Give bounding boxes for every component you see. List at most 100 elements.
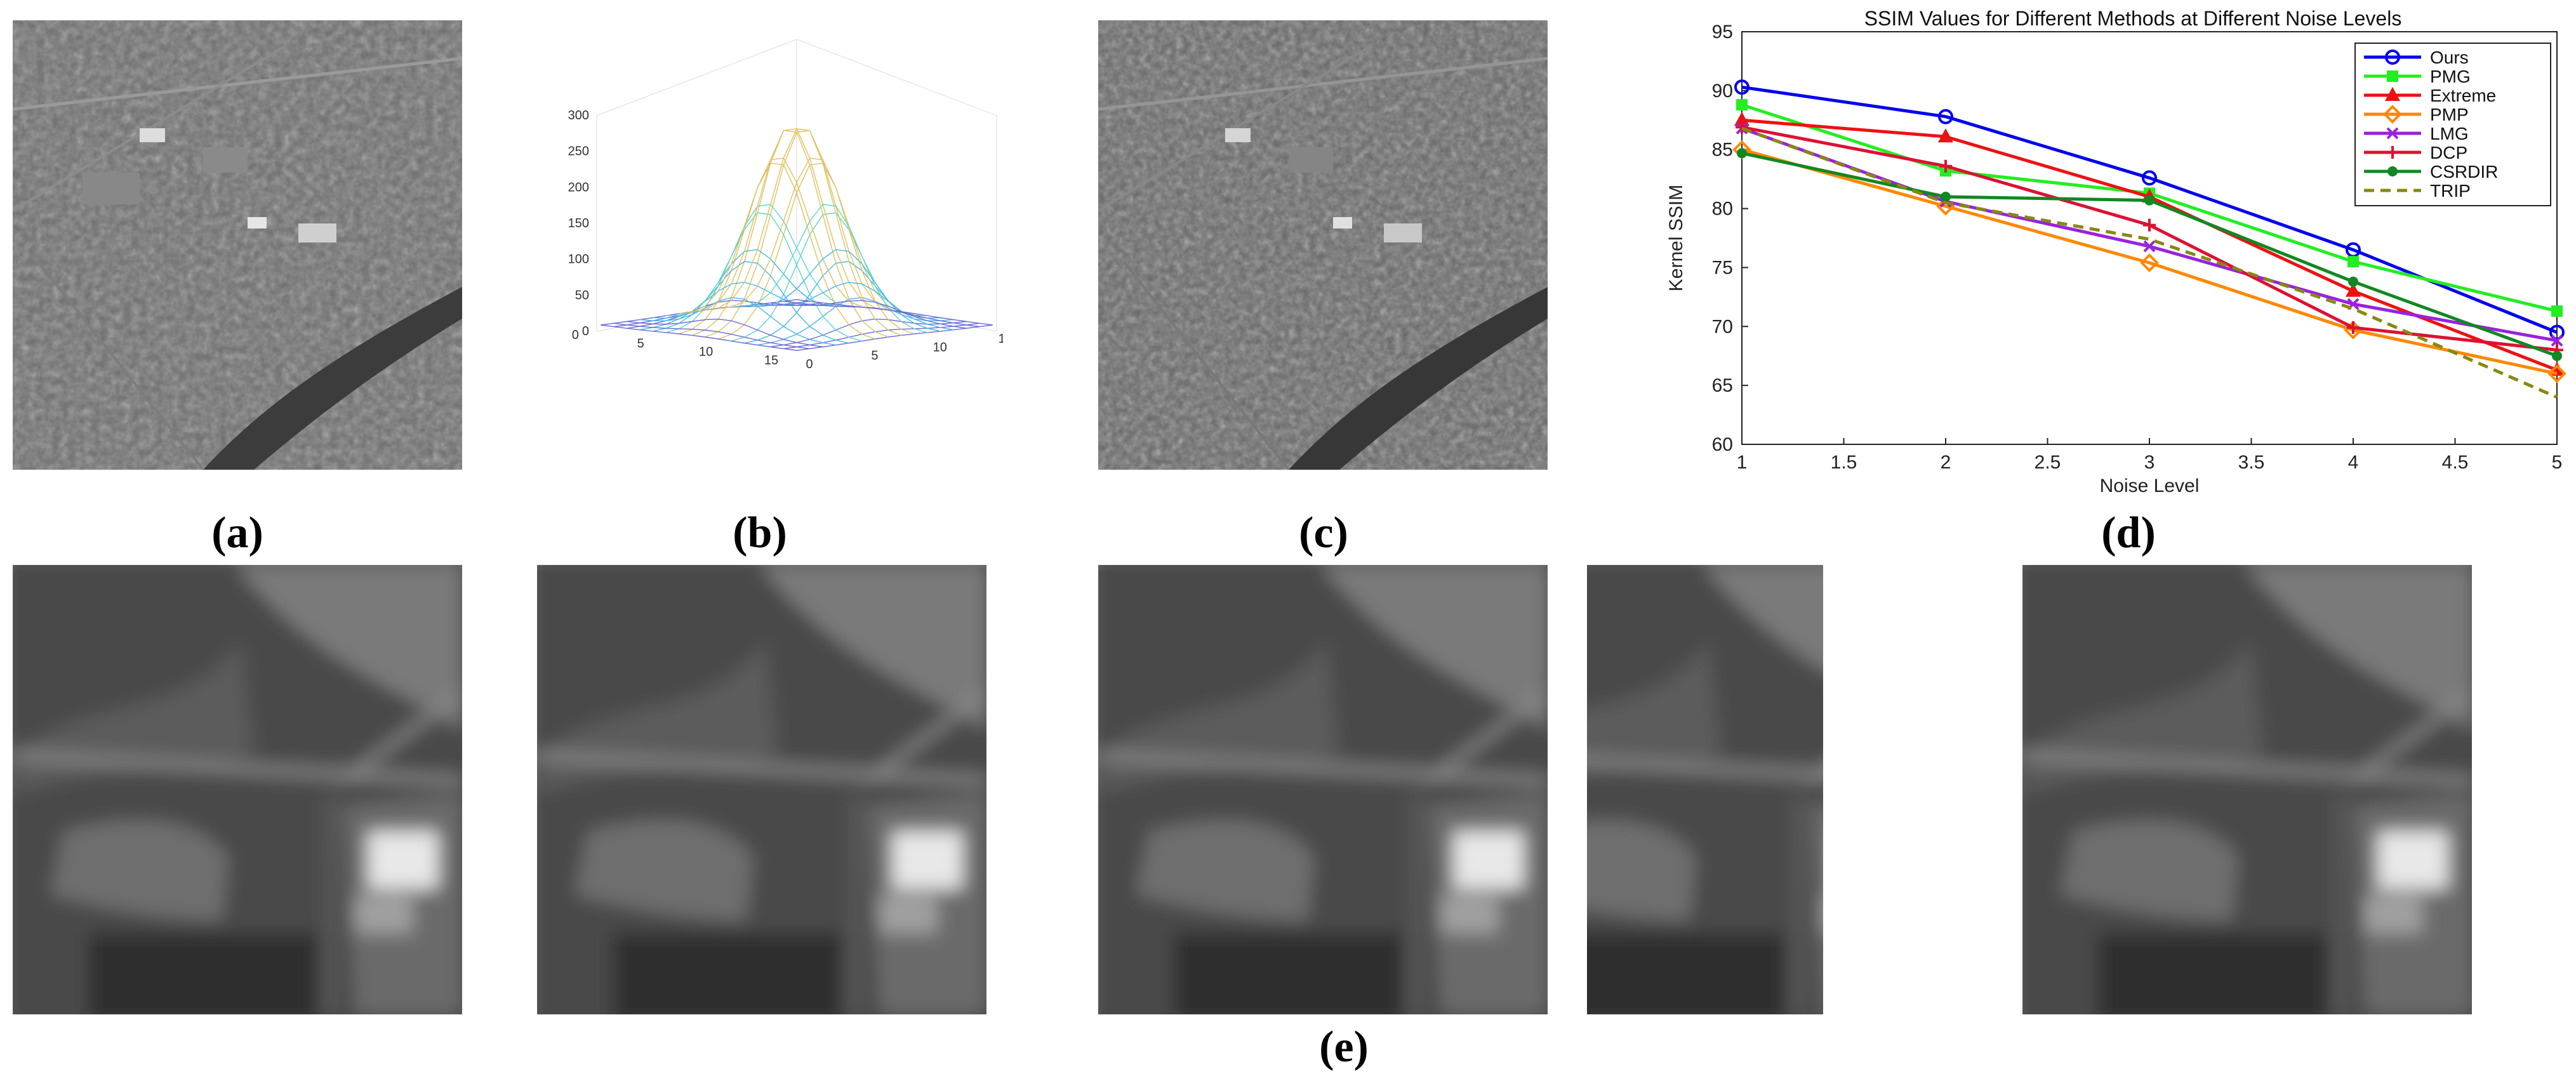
- mesh-line: [666, 204, 862, 333]
- left-axis-ticks: 0 5 10 15: [572, 328, 778, 368]
- data-point: [1938, 128, 1953, 143]
- legend-entry: LMG: [2364, 124, 2469, 143]
- mesh-line: [679, 163, 875, 340]
- restored-patch-5: [2022, 565, 2472, 1014]
- legend-entry: DCP: [2364, 143, 2467, 163]
- y-tick-label: 75: [1712, 257, 1733, 278]
- caption-b: (b): [733, 508, 787, 557]
- surface-mesh: [601, 128, 993, 351]
- patch-art: [1587, 565, 1823, 1014]
- data-point: [2142, 170, 2157, 186]
- data-point: [2547, 364, 2566, 383]
- restored-patch-3: [1098, 565, 1548, 1014]
- patch-art: [1098, 565, 1548, 1014]
- mesh-line: [601, 324, 797, 351]
- data-point: [2140, 253, 2159, 272]
- left-tick-label: 0: [572, 328, 579, 342]
- z-tick-label: 250: [568, 145, 589, 159]
- x-axis-label: Noise Level: [2100, 475, 2200, 496]
- kernel-surface-svg: 0 50 100 150 200 250 300 0 5 10 15 0 5 10 15: [568, 39, 1003, 371]
- series-line-trip: [1741, 126, 2558, 399]
- ssim-chart-svg: SSIM Values for Different Methods at Dif…: [1666, 7, 2566, 496]
- patch-art: [13, 565, 462, 1014]
- legend-entry: PMG: [2364, 67, 2471, 86]
- patch-art: [537, 565, 986, 1014]
- mesh-line: [653, 261, 849, 344]
- right-tick-label: 15: [999, 332, 1003, 346]
- series-dcp: [1736, 121, 2563, 357]
- legend-label: TRIP: [2430, 181, 2471, 201]
- restored-patch-2: [537, 565, 986, 1014]
- satellite-image-a: [13, 20, 462, 470]
- data-point: [2549, 324, 2565, 340]
- legend-marker: [2383, 105, 2402, 124]
- caption-e: (e): [1319, 1023, 1369, 1071]
- mesh-line: [731, 204, 927, 333]
- y-tick-label: 70: [1712, 316, 1733, 337]
- legend-marker: [2385, 87, 2400, 101]
- mesh-line: [796, 324, 993, 351]
- legend-marker: [2386, 127, 2399, 140]
- legend-label: DCP: [2430, 143, 2467, 163]
- z-tick-label: 0: [582, 324, 589, 338]
- ssim-line-chart: SSIM Values for Different Methods at Dif…: [1663, 0, 2571, 508]
- mesh-line: [718, 157, 915, 335]
- z-tick-label: 100: [568, 253, 589, 267]
- data-point: [2144, 195, 2154, 206]
- legend-label: LMG: [2430, 124, 2469, 143]
- legend-label: PMG: [2430, 67, 2471, 86]
- x-tick-label: 2: [1941, 452, 1951, 473]
- y-tick-label: 90: [1712, 81, 1733, 102]
- caption-c: (c): [1299, 508, 1348, 557]
- series-trip: [1741, 126, 2558, 399]
- mesh-line: [692, 129, 889, 338]
- right-tick-label: 0: [806, 357, 813, 371]
- chart-title: SSIM Values for Different Methods at Dif…: [1864, 7, 2402, 30]
- data-point: [2551, 305, 2563, 317]
- z-tick-label: 150: [568, 216, 589, 230]
- x-tick-label: 4: [2348, 452, 2359, 473]
- data-point: [1734, 79, 1749, 95]
- left-tick-label: 15: [764, 354, 778, 368]
- data-point: [2348, 276, 2358, 287]
- mesh-line: [613, 322, 810, 349]
- satellite-image-c-art: [1098, 20, 1548, 470]
- data-point: [1736, 99, 1748, 111]
- mesh-line: [705, 128, 901, 336]
- legend-label: Extreme: [2430, 86, 2496, 105]
- mesh-line: [731, 212, 927, 342]
- mesh-line: [770, 318, 967, 348]
- x-tick-label: 3.5: [2238, 452, 2265, 473]
- data-point: [2347, 321, 2360, 335]
- data-point: [2552, 350, 2562, 361]
- x-tick-label: 3: [2144, 452, 2155, 473]
- mesh-line: [666, 212, 863, 342]
- data-point: [1941, 192, 1951, 202]
- x-tick-label: 4.5: [2442, 452, 2469, 473]
- mesh-line: [692, 128, 889, 336]
- mesh-line: [796, 299, 993, 326]
- series-csrdir: [1737, 148, 2562, 361]
- data-point: [2143, 240, 2156, 253]
- mesh-line: [783, 322, 980, 349]
- data-point: [2347, 256, 2359, 268]
- chart-series-lines: [1732, 79, 2566, 399]
- legend-entry: PMP: [2364, 105, 2469, 124]
- left-tick-label: 5: [637, 336, 644, 350]
- y-axis-ticks: 60 65 70 75 80 85 90 95: [1712, 22, 1733, 455]
- x-axis-ticks: 1 1.5 2 2.5 3 3.5 4 4.5 5: [1737, 452, 2563, 473]
- restored-patch-4: [1587, 565, 1823, 1014]
- surface-box-grid: [596, 39, 997, 332]
- y-axis-label: Kernel SSIM: [1666, 185, 1687, 291]
- mesh-line: [705, 129, 901, 338]
- z-axis-ticks: 0 50 100 150 200 250 300: [568, 109, 589, 338]
- caption-d: (d): [2101, 508, 2156, 557]
- mesh-line: [718, 163, 915, 340]
- mesh-line: [639, 296, 836, 346]
- z-tick-label: 200: [568, 180, 589, 194]
- legend-label: PMP: [2430, 105, 2469, 124]
- data-point: [1938, 109, 1953, 124]
- right-tick-label: 5: [871, 349, 878, 363]
- legend-marker: [2385, 50, 2400, 65]
- data-point: [2346, 282, 2361, 297]
